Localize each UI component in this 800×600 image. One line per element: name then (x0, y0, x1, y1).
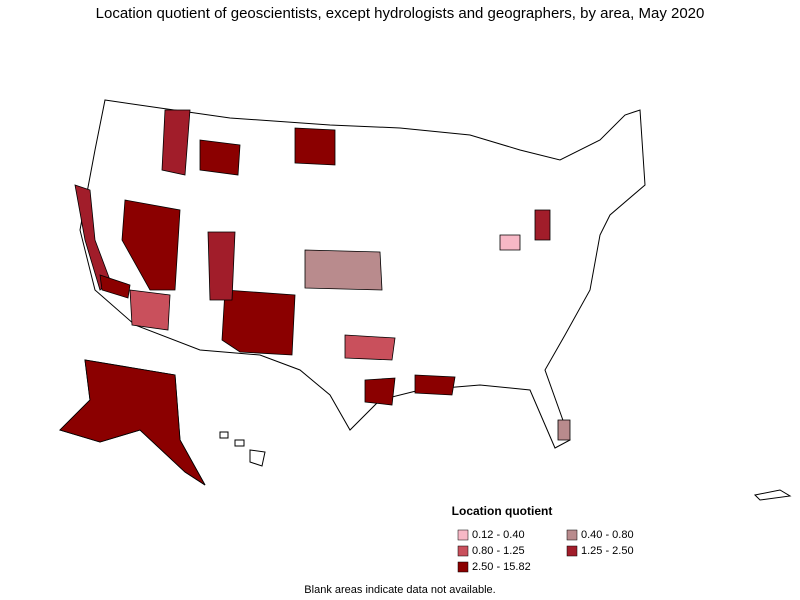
hawaii (219, 431, 266, 467)
area-louisiana (414, 374, 456, 396)
map-title: Location quotient of geoscientists, exce… (96, 5, 705, 22)
area-montana (199, 139, 241, 176)
legend-swatch (457, 561, 469, 573)
legend-swatch (457, 545, 469, 557)
area-north-dakota (294, 127, 336, 166)
area-kansas (304, 249, 383, 291)
legend-swatch (566, 545, 578, 557)
area-ohio (499, 234, 521, 251)
area-new-mexico (221, 289, 296, 356)
legend-label: 1.25 - 2.50 (581, 545, 634, 557)
area-arizona (129, 289, 171, 331)
legend-label: 0.80 - 1.25 (472, 545, 525, 557)
legend-label: 2.50 - 15.82 (472, 561, 531, 573)
legend-swatch (457, 529, 469, 541)
footnote: Blank areas indicate data not available. (304, 584, 495, 596)
area-texas-gulf (364, 377, 396, 406)
area-florida (557, 419, 571, 441)
area-alaska (59, 359, 206, 486)
map (59, 99, 792, 501)
legend: 0.12 - 0.40 0.40 - 0.80 0.80 - 1.25 1.25 - … (457, 529, 634, 573)
area-oklahoma (344, 334, 396, 361)
area-pennsylvania (534, 209, 551, 241)
legend-label: 0.40 - 0.80 (581, 529, 634, 541)
area-idaho (161, 109, 191, 176)
puerto-rico (753, 489, 792, 501)
area-nevada (121, 199, 181, 291)
legend-label: 0.12 - 0.40 (472, 529, 525, 541)
area-utah (207, 231, 236, 301)
area-southern-california (99, 274, 131, 299)
legend-swatch (566, 529, 578, 541)
legend-title: Location quotient (452, 504, 553, 518)
